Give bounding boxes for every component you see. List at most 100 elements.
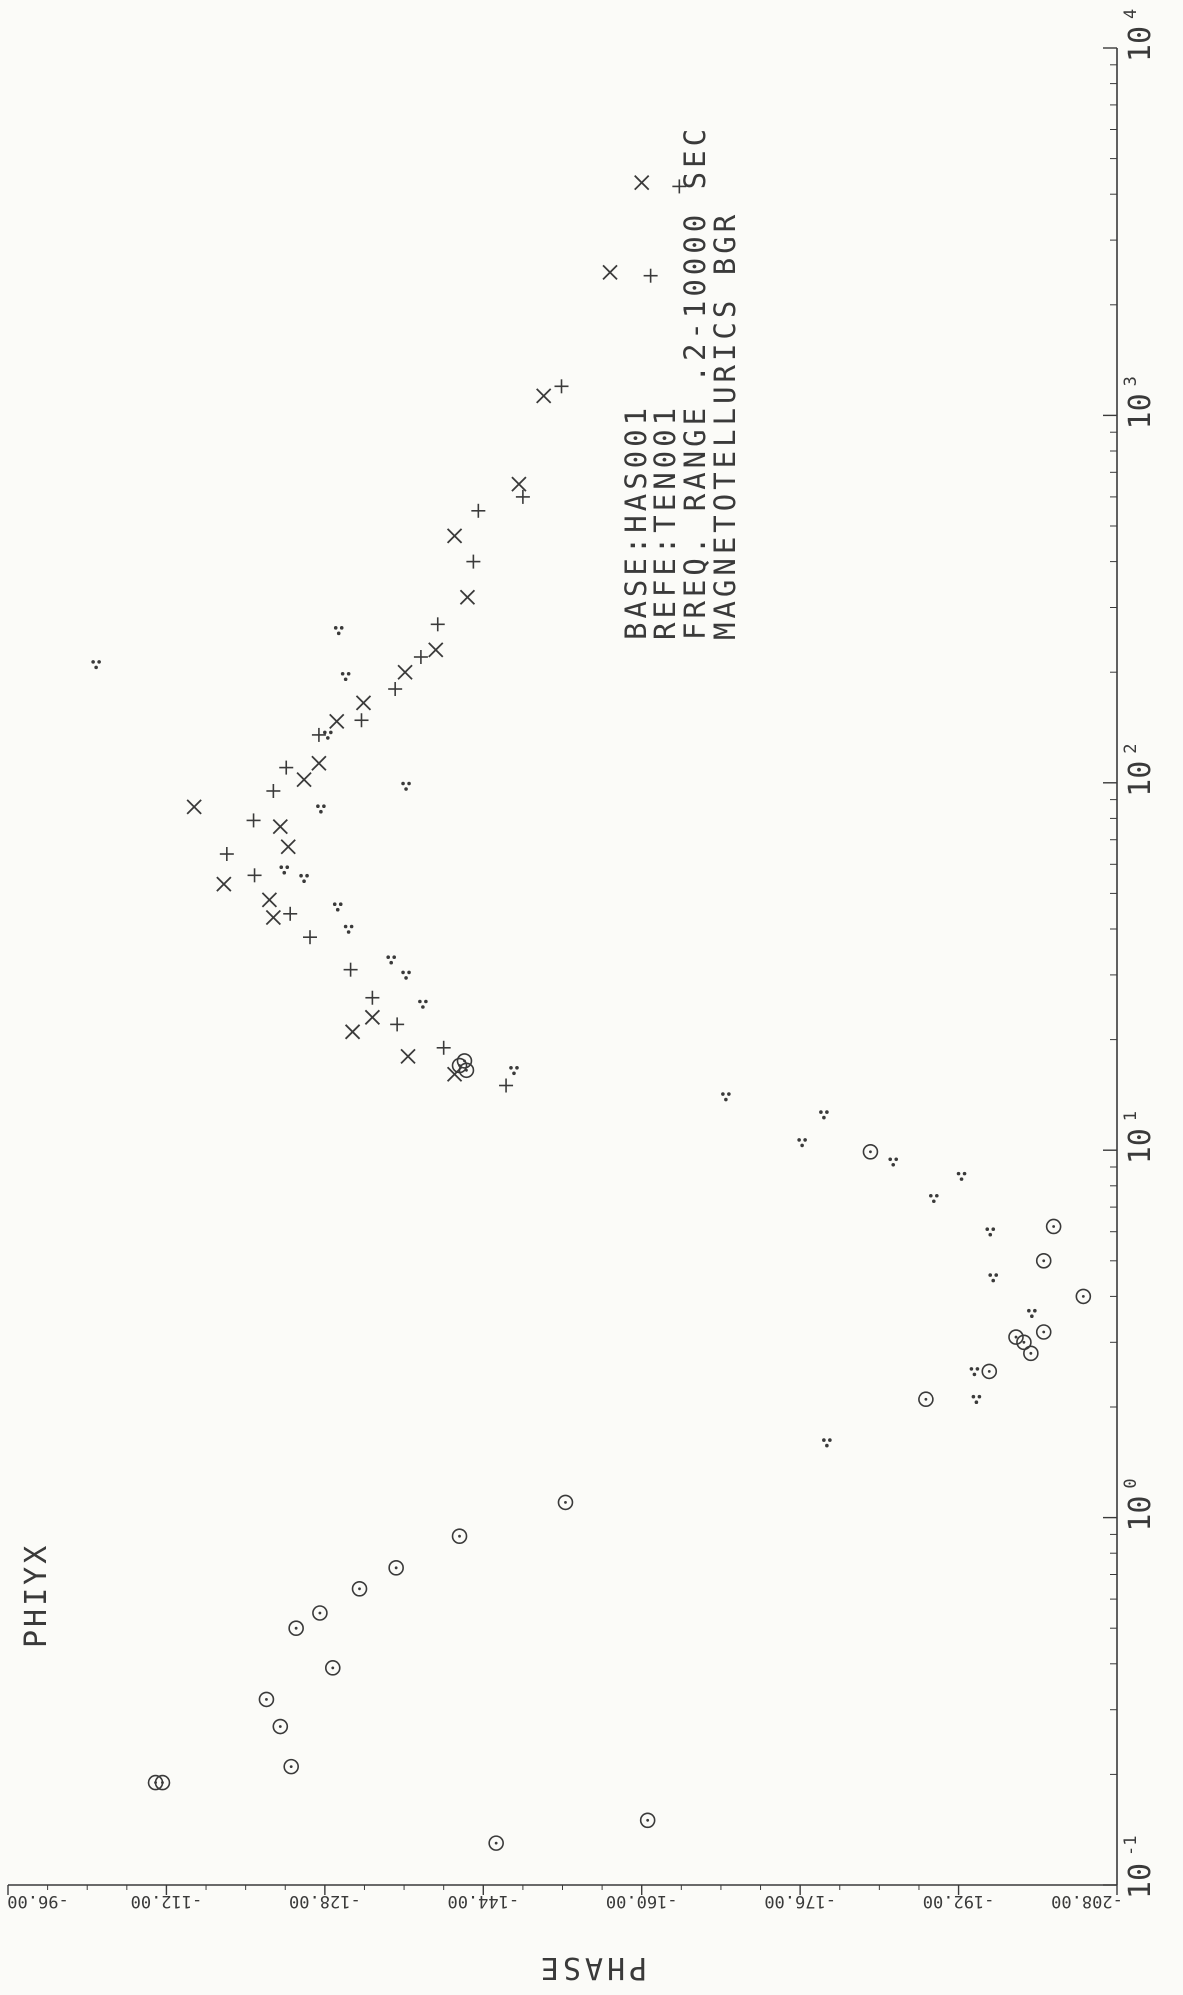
dots-marker-dot xyxy=(888,1157,893,1162)
cross-marker-stroke xyxy=(272,818,288,835)
data-point-cross xyxy=(602,264,618,281)
data-point-dots xyxy=(721,1092,731,1102)
data-point-dots xyxy=(969,1367,980,1377)
data-point-circle xyxy=(639,1812,656,1829)
data-point-circle xyxy=(1045,1218,1062,1235)
phase-tick-label: -176.00 xyxy=(764,1891,836,1911)
circle-marker-center xyxy=(294,1626,298,1630)
data-point-circle xyxy=(557,1494,574,1511)
cross-marker-stroke xyxy=(459,589,476,605)
data-point-cross xyxy=(400,1048,416,1065)
data-point-circle xyxy=(258,1691,275,1708)
cross-marker-stroke xyxy=(344,1024,361,1040)
circle-marker xyxy=(456,1053,473,1069)
info-block: BASE:HAS001 REFE:TEN001 FREQ. RANGE .2-1… xyxy=(619,125,742,640)
dots-marker-dot xyxy=(828,1438,832,1442)
dots-marker-dot xyxy=(316,804,320,809)
data-point-plus xyxy=(311,727,326,742)
circle-marker-center xyxy=(458,1534,461,1538)
data-point-plus xyxy=(247,868,262,883)
circle-marker xyxy=(918,1391,934,1408)
circle-marker-center xyxy=(463,1059,466,1063)
data-point-plus xyxy=(343,962,358,977)
circle-marker xyxy=(154,1774,171,1791)
dots-marker-dot xyxy=(326,736,330,740)
cross-marker-stroke xyxy=(296,772,312,788)
circle-marker xyxy=(1075,1288,1092,1305)
dots-marker-dot xyxy=(319,809,323,814)
dots-marker-dot xyxy=(932,1199,936,1204)
data-point-cross xyxy=(280,839,296,855)
circle-marker xyxy=(283,1758,299,1775)
data-point-dots xyxy=(316,804,326,814)
info-line-reference: REFE:TEN001 xyxy=(648,404,682,640)
circle-marker xyxy=(324,1660,341,1676)
dots-marker-dot xyxy=(724,1097,728,1102)
cross-marker-stroke xyxy=(186,799,202,815)
circle-marker-center xyxy=(318,1611,322,1615)
phase-tick-label: -208.00 xyxy=(1051,1891,1123,1911)
data-point-cross xyxy=(446,528,463,544)
circle-marker-center xyxy=(564,1500,567,1504)
circle-marker-center xyxy=(494,1841,498,1845)
frequency-tick-label: 10 0 xyxy=(1121,1478,1158,1531)
dots-marker-dot xyxy=(343,677,348,682)
frequency-tick-exponent: 4 xyxy=(1121,9,1141,19)
data-point-dots xyxy=(333,626,344,636)
data-point-dots xyxy=(509,1065,519,1076)
data-point-dots xyxy=(888,1157,899,1167)
data-point-plus xyxy=(219,847,234,862)
dots-marker-dot xyxy=(329,730,333,735)
data-point-dots xyxy=(299,873,309,883)
circle-marker-center xyxy=(1014,1335,1018,1339)
frequency-tick-exponent: -1 xyxy=(1121,1836,1141,1856)
data-point-cross xyxy=(446,1066,463,1082)
data-point-dots xyxy=(956,1171,967,1181)
data-point-dots xyxy=(343,924,354,934)
frequency-tick-base: 10 xyxy=(1123,393,1158,429)
frequency-tick-label: 10 3 xyxy=(1121,376,1158,429)
data-point-cross xyxy=(186,799,202,815)
circle-marker xyxy=(557,1494,574,1511)
phase-tick-label: -96.00 xyxy=(7,1891,68,1911)
data-point-circle xyxy=(288,1620,304,1636)
data-point-plus xyxy=(246,813,261,828)
data-point-circle xyxy=(1035,1252,1052,1269)
phase-tick-label: -144.00 xyxy=(447,1891,519,1911)
data-point-circle xyxy=(1016,1334,1032,1351)
dots-marker-dot xyxy=(894,1157,899,1162)
dots-marker-dot xyxy=(962,1171,967,1176)
dots-marker-dot xyxy=(1027,1308,1031,1313)
data-point-cross xyxy=(355,695,372,711)
data-point-dots xyxy=(819,1110,829,1120)
frequency-tick-base: 10 xyxy=(1123,26,1158,62)
data-point-circle xyxy=(324,1660,341,1676)
dots-marker-dot xyxy=(822,1115,826,1120)
frequency-tick-label: 10 4 xyxy=(1121,9,1158,62)
data-point-circle xyxy=(456,1053,473,1069)
dots-marker-dot xyxy=(340,671,345,676)
dots-marker-dot xyxy=(1033,1308,1037,1313)
data-point-dots xyxy=(822,1438,832,1448)
circle-marker-center xyxy=(1081,1295,1085,1298)
frequency-tick-exponent: 2 xyxy=(1121,744,1141,754)
dots-marker-dot xyxy=(822,1438,826,1442)
data-point-plus xyxy=(413,649,428,664)
dots-marker-dot xyxy=(509,1065,513,1070)
data-point-dots xyxy=(332,902,343,912)
dots-marker-dot xyxy=(971,1394,976,1399)
circle-marker-center xyxy=(869,1150,872,1154)
circle-marker-center xyxy=(161,1781,164,1784)
data-point-circle xyxy=(981,1363,998,1380)
cross-marker-stroke xyxy=(329,713,345,729)
data-point-plus xyxy=(365,990,380,1005)
dots-marker-dot xyxy=(401,781,405,786)
dots-marker-dot xyxy=(91,660,95,664)
data-point-plus xyxy=(515,489,530,504)
circle-marker xyxy=(258,1691,275,1708)
data-point-plus xyxy=(283,906,298,921)
circle-marker xyxy=(388,1560,404,1576)
dots-marker-dot xyxy=(512,1071,516,1076)
